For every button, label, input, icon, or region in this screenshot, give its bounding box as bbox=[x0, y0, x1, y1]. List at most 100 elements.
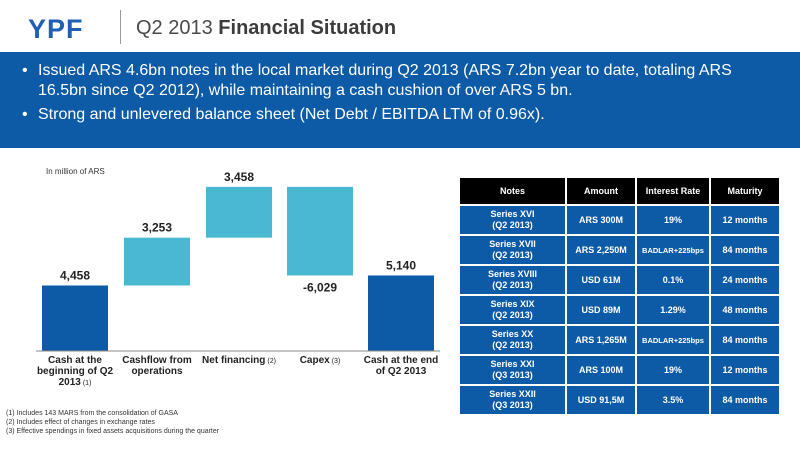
category-label-line: Cashflow from bbox=[122, 355, 192, 366]
data-label-4: 5,140 bbox=[386, 258, 416, 272]
note-period: (Q2 2013) bbox=[492, 340, 533, 350]
category-label-line: Net financing bbox=[202, 355, 265, 366]
ypf-logo: YPF bbox=[28, 14, 84, 44]
cell-notes: Series XVIII (Q2 2013) bbox=[460, 266, 565, 294]
note-series: Series XXI bbox=[490, 359, 535, 369]
cell-interest-rate: 0.1% bbox=[637, 266, 709, 294]
cell-notes: Series XVII (Q2 2013) bbox=[460, 236, 565, 264]
cell-amount: ARS 1,265M bbox=[567, 326, 635, 354]
cell-notes: Series XIX (Q2 2013) bbox=[460, 296, 565, 324]
category-label-line: Cash at the end bbox=[364, 355, 438, 366]
page-title: Q2 2013 Financial Situation bbox=[136, 17, 396, 40]
cell-interest-rate: 19% bbox=[637, 356, 709, 384]
cell-interest-rate: BADLAR+225bps bbox=[637, 326, 709, 354]
cell-amount: ARS 300M bbox=[567, 206, 635, 234]
table-row: Series XVII (Q2 2013) ARS 2,250M BADLAR+225… bbox=[460, 236, 779, 264]
title-prefix: Q2 2013 bbox=[136, 17, 219, 39]
note-series: Series XIX bbox=[490, 299, 535, 309]
table-row: Series XXII (Q3 2013) USD 91,5M 3.5% 84 mont… bbox=[460, 386, 779, 414]
data-label-3: -6,029 bbox=[303, 280, 337, 294]
cell-maturity: 84 months bbox=[711, 236, 779, 264]
note-series: Series XVIII bbox=[487, 269, 538, 279]
footnote: (3) Effective spendings in fixed assets … bbox=[6, 428, 220, 435]
footnote-ref: (2) bbox=[267, 358, 276, 365]
footnote: (1) Includes 143 MARS from the consolida… bbox=[6, 410, 178, 417]
notes-table: Notes Amount Interest Rate Maturity Seri… bbox=[458, 176, 781, 416]
note-series: Series XVI bbox=[490, 209, 535, 219]
note-period: (Q2 2013) bbox=[492, 220, 533, 230]
bullet-item: • Strong and unlevered balance sheet (Ne… bbox=[22, 105, 800, 125]
cell-amount: ARS 100M bbox=[567, 356, 635, 384]
table-row: Series XVI (Q2 2013) ARS 300M 19% 12 months bbox=[460, 206, 779, 234]
bullet-text: Issued ARS 4.6bn notes in the local mark… bbox=[38, 62, 732, 99]
category-label-line: operations bbox=[131, 366, 183, 377]
category-label-1: Cashflow from operations bbox=[122, 355, 192, 377]
note-period: (Q3 2013) bbox=[492, 400, 533, 410]
header-divider bbox=[120, 10, 121, 44]
footnote-ref: (1) bbox=[83, 380, 92, 387]
cell-interest-rate: 1.29% bbox=[637, 296, 709, 324]
header: YPF Q2 2013 Financial Situation bbox=[0, 0, 800, 52]
cell-maturity: 84 months bbox=[711, 386, 779, 414]
cell-maturity: 12 months bbox=[711, 206, 779, 234]
table-row: Series XX (Q2 2013) ARS 1,265M BADLAR+225bp… bbox=[460, 326, 779, 354]
note-period: (Q2 2013) bbox=[492, 310, 533, 320]
chart-unit-note: In million of ARS bbox=[46, 167, 105, 176]
footnote: (2) Includes effect of changes in exchan… bbox=[6, 419, 155, 426]
category-label-line: beginning of Q2 bbox=[37, 366, 114, 377]
note-series: Series XXII bbox=[489, 389, 536, 399]
data-label-2: 3,458 bbox=[224, 170, 254, 184]
footnote-ref: (3) bbox=[332, 358, 341, 365]
data-label-0: 4,458 bbox=[60, 268, 90, 282]
note-series: Series XVII bbox=[489, 239, 536, 249]
category-label-line: 2013 bbox=[59, 377, 82, 388]
cell-amount: USD 61M bbox=[567, 266, 635, 294]
footnotes: (1) Includes 143 MARS from the consolida… bbox=[6, 409, 219, 436]
cell-maturity: 24 months bbox=[711, 266, 779, 294]
table-header-row: Notes Amount Interest Rate Maturity bbox=[460, 178, 779, 204]
bullet-item: • Issued ARS 4.6bn notes in the local ma… bbox=[22, 61, 800, 101]
column-header-amount: Amount bbox=[567, 178, 635, 204]
column-header-notes: Notes bbox=[460, 178, 565, 204]
table-row: Series XVIII (Q2 2013) USD 61M 0.1% 24 month… bbox=[460, 266, 779, 294]
note-period: (Q3 2013) bbox=[492, 370, 533, 380]
summary-banner: • Issued ARS 4.6bn notes in the local ma… bbox=[0, 52, 800, 148]
category-label-line: Capex bbox=[300, 355, 330, 366]
category-label-line: Cash at the bbox=[48, 355, 102, 366]
cell-maturity: 84 months bbox=[711, 326, 779, 354]
cell-amount: ARS 2,250M bbox=[567, 236, 635, 264]
data-label-1: 3,253 bbox=[142, 221, 172, 235]
cell-amount: USD 89M bbox=[567, 296, 635, 324]
waterfall-chart-svg: 4,458 3,253 3,458 -6,029 5,140 Cash at the beg… bbox=[36, 170, 440, 388]
cell-interest-rate: BADLAR+225bps bbox=[637, 236, 709, 264]
category-label-0: Cash at the beginning of Q2 2013 (1) bbox=[37, 355, 114, 388]
bar-4 bbox=[368, 275, 434, 351]
table-row: Series XIX (Q2 2013) USD 89M 1.29% 48 months bbox=[460, 296, 779, 324]
bullet-dot: • bbox=[22, 62, 28, 79]
bar-3 bbox=[287, 186, 353, 276]
cell-notes: Series XXI (Q3 2013) bbox=[460, 356, 565, 384]
waterfall-chart: 4,458 3,253 3,458 -6,029 5,140 Cash at the beg… bbox=[0, 160, 450, 400]
note-period: (Q2 2013) bbox=[492, 250, 533, 260]
cell-notes: Series XXII (Q3 2013) bbox=[460, 386, 565, 414]
note-series: Series XX bbox=[491, 329, 534, 339]
note-period: (Q2 2013) bbox=[492, 280, 533, 290]
cell-notes: Series XX (Q2 2013) bbox=[460, 326, 565, 354]
cell-interest-rate: 19% bbox=[637, 206, 709, 234]
cell-maturity: 12 months bbox=[711, 356, 779, 384]
cell-amount: USD 91,5M bbox=[567, 386, 635, 414]
bar-1 bbox=[124, 237, 190, 286]
category-label-line: of Q2 2013 bbox=[376, 366, 427, 377]
cell-notes: Series XVI (Q2 2013) bbox=[460, 206, 565, 234]
column-header-maturity: Maturity bbox=[711, 178, 779, 204]
bullet-dot: • bbox=[22, 106, 28, 123]
cell-maturity: 48 months bbox=[711, 296, 779, 324]
table-row: Series XXI (Q3 2013) ARS 100M 19% 12 months bbox=[460, 356, 779, 384]
column-header-interest-rate: Interest Rate bbox=[637, 178, 709, 204]
category-label-3: Capex (3) bbox=[300, 355, 341, 366]
cell-interest-rate: 3.5% bbox=[637, 386, 709, 414]
bar-2 bbox=[206, 186, 272, 238]
category-label-4: Cash at the end of Q2 2013 bbox=[364, 355, 438, 377]
bullet-text: Strong and unlevered balance sheet (Net … bbox=[38, 106, 545, 123]
category-label-2: Net financing (2) bbox=[202, 355, 276, 366]
